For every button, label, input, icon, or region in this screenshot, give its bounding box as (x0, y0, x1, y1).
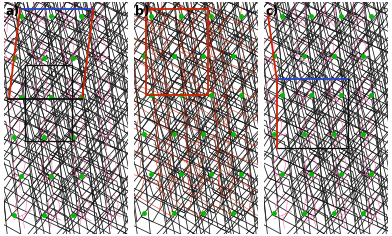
Text: c): c) (265, 5, 279, 18)
Text: b): b) (135, 5, 150, 18)
Text: a): a) (5, 5, 20, 18)
